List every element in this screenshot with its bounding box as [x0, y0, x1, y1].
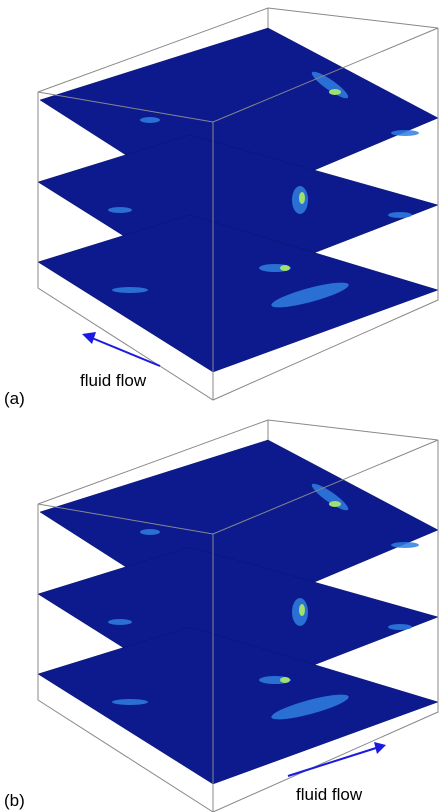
panel-label: (a): [4, 389, 25, 408]
figure: fluid flow (a) fluid flow (b): [0, 0, 439, 812]
annotation: fluid flow: [80, 371, 147, 390]
annotation: fluid flow: [296, 785, 363, 804]
panel-a: fluid flow (a): [4, 8, 438, 408]
panel-label: (b): [4, 791, 25, 810]
panel-b: fluid flow (b): [4, 420, 438, 812]
